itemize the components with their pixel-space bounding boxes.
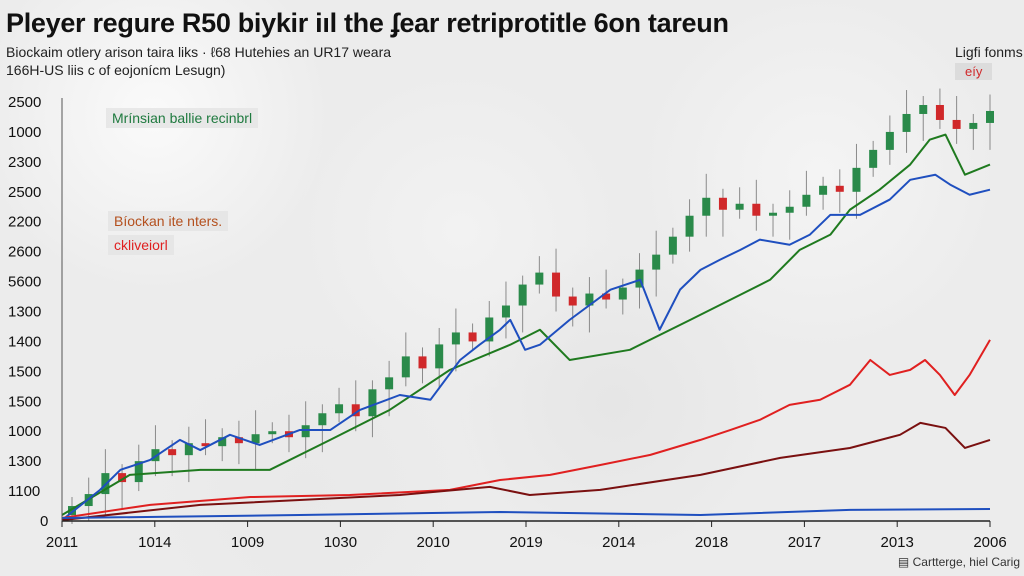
series-line-red [61,339,991,519]
y-tick-label: 2500 [8,184,41,201]
candle-body [251,434,260,444]
x-tick-label: 2006 [973,534,1006,551]
candle-body [552,272,561,297]
candle-body [451,332,460,345]
candle-body [68,506,76,516]
candle-body [802,194,811,207]
candle-body [986,110,994,123]
x-tick-label: 1030 [324,534,357,551]
candle-body [134,461,143,483]
candle-body [234,437,243,444]
candle-body [852,167,861,192]
chart-icon: ▤ [897,555,910,569]
y-tick-label: 1500 [8,363,41,380]
candle-body [301,425,310,438]
candle-body [318,413,327,426]
x-tick-label: 2019 [509,534,542,551]
candle-body [819,185,828,195]
annotation-red: ckliveiorl [108,235,174,255]
candle-body [218,437,227,447]
legend-title: Ligfi fonms [955,44,1023,60]
candle-body [518,284,527,306]
candle-body [919,104,928,114]
candle-body [335,404,344,414]
candle-body [769,212,778,216]
candle-body [118,473,127,483]
candle-body [468,332,477,342]
candle-body [652,254,661,270]
candle-body [685,215,694,237]
chart-title: Pleyer regure R50 biykir iıl the ʄear re… [6,8,729,38]
candlesticks [68,88,994,524]
x-tick-label: 2011 [46,534,78,551]
y-tick-label: 2200 [8,214,41,231]
candle-body [385,377,394,390]
candle-body [869,149,878,168]
candle-body [568,296,577,306]
candle-body [151,449,160,462]
x-tick-label: 2010 [417,534,450,551]
x-tick-label: 1009 [231,534,264,551]
chart-subtitle: Biockaim otlery arison taira liks · ℓ68 … [6,44,392,60]
candle-body [168,449,177,456]
candle-body [885,131,894,150]
y-tick-label: 1400 [8,333,41,350]
x-tick-label: 2013 [881,534,914,551]
candle-body [952,119,961,129]
candle-body [184,443,193,456]
candle-body [935,104,944,120]
candle-body [401,356,410,378]
series-line-maroon [61,421,991,522]
x-tick-label: 2014 [602,534,635,551]
y-tick-label: 1300 [8,453,41,470]
y-tick-label: 1000 [8,423,41,440]
y-tick-label: 1000 [8,124,41,141]
candle-body [668,236,677,255]
candle-body [602,293,611,300]
x-tick-label: 2018 [695,534,728,551]
candle-body [351,404,360,417]
candle-body [585,293,594,306]
y-tick-label: 2500 [8,94,41,111]
chart-subtitle-2: 166H-US liis c of eojonícm Lesugn) [6,62,226,78]
candle-body [535,272,544,285]
axes: 2011 1014 1009 1030 2010 2019 2014 2018 2017 2013… [8,94,1007,551]
annotation-green: Mrínsian ballie recinbrl [106,108,259,128]
y-tick-label: 1500 [8,393,41,410]
candle-body [785,206,794,213]
candle-body [368,389,377,417]
candle-body [618,287,627,300]
y-tick-label: 1300 [8,304,41,321]
candle-body [418,356,427,369]
candle-body [735,203,744,210]
candle-body [702,197,711,216]
footer-text: Cartterge, hiel Carig [912,555,1020,569]
x-tick-label: 1014 [138,534,171,551]
candle-body [752,203,761,216]
series-lines [61,133,991,522]
y-tick-label: 0 [40,513,48,530]
y-tick-label: 5600 [8,274,41,291]
series-line-blue [61,173,991,521]
annotation-brown: Bíockan ite nters. [108,211,229,231]
candle-body [635,269,644,288]
candle-body [501,305,510,318]
y-tick-label: 2600 [8,244,41,261]
candle-body [485,317,494,342]
candle-body [902,113,911,132]
candle-body [201,443,210,447]
candle-body [718,197,727,210]
legend-item: eíy [955,63,993,80]
series-line-bottom-blue [61,508,991,520]
candle-body [435,344,444,369]
x-tick-label: 2017 [788,534,821,551]
series-line-green [61,133,991,516]
candle-body [268,431,277,435]
candle-body [969,122,978,129]
footer-credit: ▤ Cartterge, hiel Carig [898,555,1020,569]
candle-body [835,185,844,192]
y-tick-label: 1100 [8,483,40,500]
y-tick-label: 2300 [8,154,41,171]
